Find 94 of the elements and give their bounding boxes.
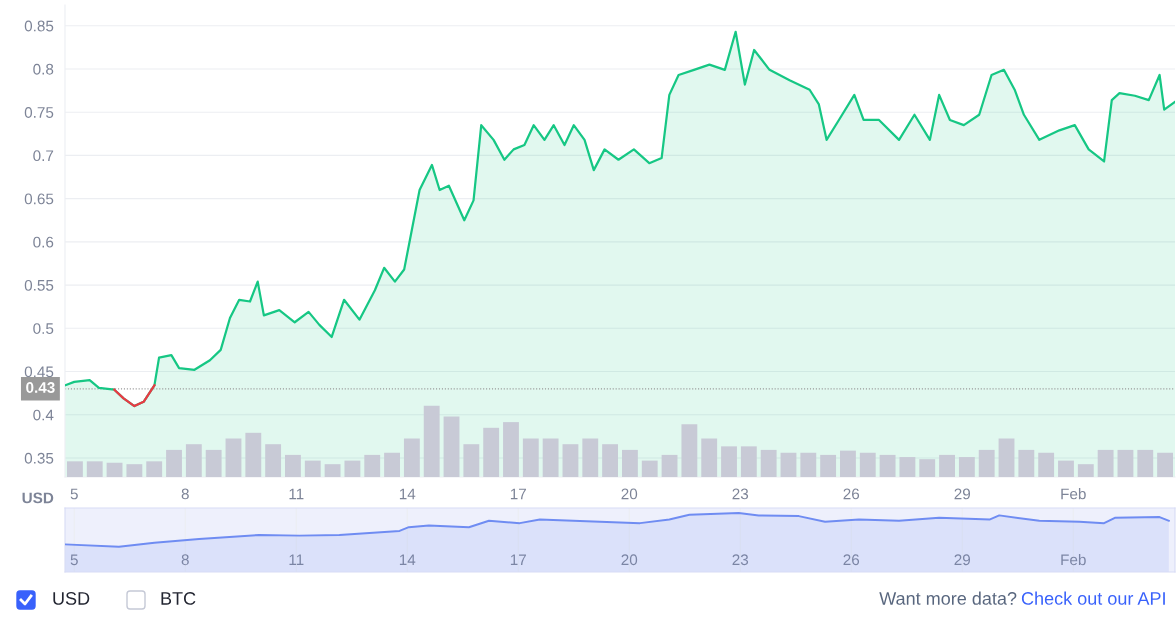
line-series <box>113 384 156 408</box>
bar <box>760 449 777 477</box>
ref-line-label: 0.43 <box>26 382 55 393</box>
bar <box>919 459 936 477</box>
x-tick-label: 26 <box>843 554 860 566</box>
x-tick-label: 20 <box>621 554 638 566</box>
bar <box>800 452 817 477</box>
bar <box>1038 452 1055 477</box>
bar <box>403 438 420 477</box>
bar <box>542 438 559 477</box>
x-tick-label: Feb <box>1061 553 1086 566</box>
text: Want more data? <box>879 591 1017 605</box>
bar <box>859 452 876 477</box>
x-tick-label: 5 <box>70 488 78 500</box>
x-tick-label: 29 <box>954 488 971 500</box>
x-tick-label: 11 <box>289 488 304 500</box>
bar <box>185 444 202 477</box>
bar <box>463 444 480 477</box>
x-tick-label: 26 <box>843 488 860 500</box>
y-tick-label: 0.8 <box>33 63 54 75</box>
bar <box>820 454 837 477</box>
x-tick-label: 17 <box>510 554 526 566</box>
y-tick-label: 0.45 <box>24 366 54 378</box>
x-tick-label: 14 <box>399 554 416 566</box>
bar <box>1097 449 1114 477</box>
y-tick-label: 0.85 <box>24 20 54 32</box>
bar <box>701 438 718 477</box>
bar <box>483 427 500 477</box>
bar <box>522 438 539 477</box>
bar <box>265 444 282 477</box>
y-tick-label: 0.35 <box>24 452 54 464</box>
bar <box>344 460 361 477</box>
x-tick-label: 29 <box>954 554 971 566</box>
bar <box>899 457 916 477</box>
x-tick-label: 5 <box>70 554 78 566</box>
x-tick-label: 11 <box>289 554 304 566</box>
y-tick-label: 0.7 <box>33 150 54 162</box>
bar <box>602 444 619 477</box>
x-tick-label: 14 <box>399 488 416 500</box>
bar <box>106 462 123 477</box>
bar <box>879 454 896 477</box>
bar <box>166 449 182 477</box>
bar <box>146 461 163 477</box>
bar <box>443 416 460 477</box>
bar <box>324 464 341 477</box>
bar <box>1018 449 1035 477</box>
x-tick-label: 20 <box>621 488 638 500</box>
bar <box>245 432 262 477</box>
bar <box>285 454 301 477</box>
bar <box>205 449 222 477</box>
y-tick-label: 0.5 <box>33 323 54 334</box>
bar <box>86 461 103 477</box>
bar <box>978 449 995 477</box>
x-tick-label: 8 <box>181 488 189 500</box>
y-tick-label: 0.6 <box>33 236 54 248</box>
y-tick-label: 0.4 <box>33 409 54 421</box>
bar <box>384 452 400 477</box>
bar <box>1117 449 1134 477</box>
bar <box>66 461 83 477</box>
bar <box>582 438 599 477</box>
bar <box>681 424 698 477</box>
bar <box>1077 464 1094 477</box>
bar <box>503 422 519 477</box>
y-tick-label: 0.75 <box>24 107 54 118</box>
bar <box>562 444 579 477</box>
bar <box>998 438 1015 477</box>
x-tick-label: 23 <box>732 554 749 566</box>
bar <box>621 449 638 477</box>
bar <box>740 446 757 477</box>
bar <box>304 460 321 477</box>
bar <box>939 454 955 477</box>
x-tick-label: Feb <box>1061 488 1086 500</box>
bar <box>423 405 440 477</box>
bar <box>840 450 856 477</box>
bar <box>780 452 797 477</box>
bar <box>958 457 975 477</box>
text: Check out our API <box>1021 591 1165 605</box>
y-axis-title: USD <box>22 492 54 504</box>
bar <box>721 446 737 477</box>
bar <box>661 454 678 477</box>
bar <box>1137 449 1154 477</box>
bar <box>641 460 658 477</box>
text: BTC <box>161 592 196 605</box>
bar <box>225 438 242 477</box>
x-tick-label: 8 <box>181 554 189 566</box>
bar <box>1058 460 1074 477</box>
bar <box>1157 452 1174 477</box>
y-tick-label: 0.65 <box>24 193 54 205</box>
bar <box>126 464 143 477</box>
y-tick-label: 0.55 <box>24 279 54 291</box>
x-tick-label: 17 <box>510 488 526 500</box>
text: USD <box>53 592 90 605</box>
bar <box>364 454 381 477</box>
x-tick-label: 23 <box>732 488 749 500</box>
